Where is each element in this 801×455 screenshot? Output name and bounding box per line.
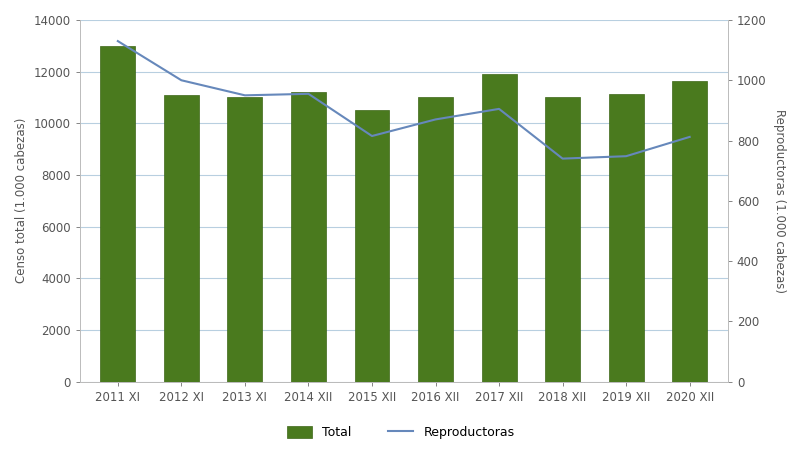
Bar — [355, 111, 389, 382]
Bar — [164, 95, 199, 382]
Bar — [481, 74, 517, 382]
Bar — [418, 97, 453, 382]
Bar — [609, 94, 643, 382]
Bar — [291, 92, 326, 382]
Legend: Total, Reproductoras: Total, Reproductoras — [281, 421, 520, 444]
Bar — [672, 81, 707, 382]
Bar — [545, 97, 580, 382]
Bar — [227, 97, 263, 382]
Bar — [100, 46, 135, 382]
Y-axis label: Reproductoras (1.000 cabezas): Reproductoras (1.000 cabezas) — [773, 109, 786, 293]
Y-axis label: Censo total (1.000 cabezas): Censo total (1.000 cabezas) — [15, 118, 28, 283]
